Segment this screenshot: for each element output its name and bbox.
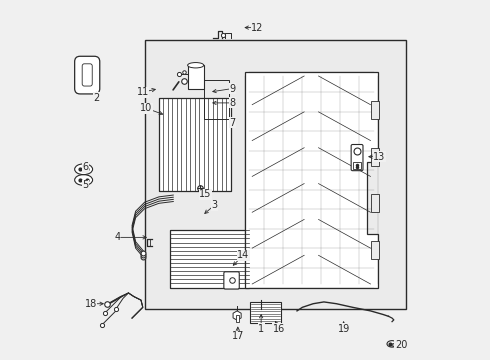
Text: 8: 8	[229, 98, 236, 108]
Bar	[159, 98, 231, 191]
Bar	[236, 315, 239, 321]
Bar	[370, 241, 379, 259]
Text: 11: 11	[137, 87, 149, 97]
Text: 19: 19	[338, 324, 350, 334]
Ellipse shape	[387, 341, 397, 347]
Bar	[370, 101, 379, 119]
FancyBboxPatch shape	[351, 144, 363, 171]
Bar	[370, 148, 379, 166]
Bar	[204, 80, 229, 119]
Bar	[370, 194, 379, 212]
Text: 14: 14	[237, 250, 249, 260]
Text: 18: 18	[85, 299, 97, 309]
Bar	[170, 230, 248, 288]
Text: 13: 13	[373, 152, 386, 162]
FancyBboxPatch shape	[74, 56, 100, 94]
Text: 9: 9	[229, 84, 236, 94]
Ellipse shape	[188, 63, 204, 68]
Bar	[353, 162, 361, 169]
Text: 4: 4	[115, 232, 121, 242]
Bar	[145, 40, 406, 309]
Text: 3: 3	[212, 200, 218, 210]
Text: 5: 5	[82, 180, 89, 190]
Text: 6: 6	[82, 162, 89, 172]
FancyBboxPatch shape	[224, 272, 239, 289]
Text: 17: 17	[232, 331, 244, 341]
Ellipse shape	[74, 164, 93, 175]
Text: 12: 12	[251, 23, 264, 33]
Text: 15: 15	[199, 189, 212, 199]
Text: 10: 10	[140, 103, 152, 113]
Polygon shape	[245, 72, 378, 288]
Text: 16: 16	[273, 324, 285, 334]
Text: 20: 20	[395, 340, 407, 350]
Text: 1: 1	[258, 324, 264, 334]
Text: 7: 7	[229, 118, 236, 128]
Bar	[250, 302, 281, 323]
Text: 2: 2	[93, 93, 99, 103]
FancyBboxPatch shape	[82, 64, 92, 86]
Ellipse shape	[74, 175, 93, 185]
Bar	[188, 65, 204, 89]
